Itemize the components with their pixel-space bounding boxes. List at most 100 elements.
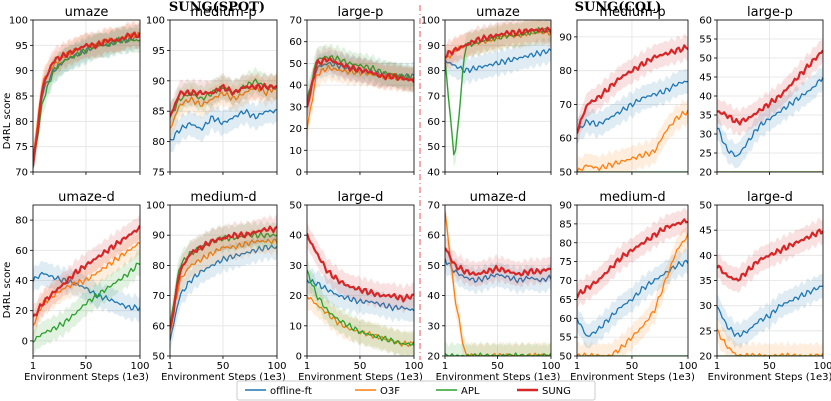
y-tick-label: 85 bbox=[15, 92, 28, 103]
subplot-2: 75 80 85 90 95 100 medium-p bbox=[146, 5, 278, 179]
y-axis-label-top: D4RL score bbox=[2, 93, 13, 150]
series-line-sung bbox=[445, 26, 551, 59]
y-tick-label: 60 bbox=[289, 37, 302, 48]
x-axis-label: Environment Steps (1e3) bbox=[24, 372, 149, 383]
x-tick-label: 100 bbox=[813, 361, 831, 372]
y-tick-label: 20 bbox=[699, 352, 712, 363]
subplot-7: 0 20 40 60 80 1 50 100 umaze-d Environment Steps … bbox=[15, 190, 149, 383]
y-tick-label: 85 bbox=[559, 219, 572, 230]
y-tick-label: 90 bbox=[427, 41, 440, 52]
y-axis-label-bottom: D4RL score bbox=[2, 262, 13, 319]
band-offline-ft bbox=[33, 260, 140, 323]
y-tick-label: 75 bbox=[559, 257, 572, 268]
y-tick-label: 70 bbox=[289, 16, 302, 27]
x-tick-label: 50 bbox=[763, 361, 776, 372]
y-tick-label: 40 bbox=[289, 231, 302, 242]
series-line-o3f bbox=[170, 238, 277, 333]
y-tick-label: 60 bbox=[427, 117, 440, 128]
x-axis-label: Environment Steps (1e3) bbox=[161, 372, 286, 383]
band-offline-ft bbox=[307, 267, 414, 324]
y-tick-label: 20 bbox=[427, 352, 440, 363]
y-tick-label: 60 bbox=[427, 231, 440, 242]
y-tick-label: 90 bbox=[152, 231, 165, 242]
y-tick-label: 80 bbox=[152, 261, 165, 272]
band-offline-ft bbox=[717, 65, 823, 169]
plot-area bbox=[577, 20, 688, 172]
y-tick-label: 80 bbox=[559, 238, 572, 249]
series-line-sung bbox=[170, 82, 277, 117]
plot-area bbox=[307, 205, 414, 356]
y-tick-label: 50 bbox=[289, 201, 302, 212]
band-sung bbox=[577, 33, 688, 146]
legend-label-sung: SUNG bbox=[542, 386, 571, 397]
x-axis-label: Environment Steps (1e3) bbox=[436, 372, 561, 383]
y-tick-label: 50 bbox=[559, 168, 572, 179]
plot-area bbox=[307, 20, 414, 172]
x-tick-label: 1 bbox=[304, 361, 310, 372]
subplot-title: medium-p bbox=[599, 5, 665, 20]
legend-label-o3f: O3F bbox=[380, 386, 400, 397]
subplot-3: 0 10 20 30 40 50 60 70 large-p bbox=[289, 5, 415, 179]
band-sung bbox=[307, 46, 414, 120]
y-tick-label: 70 bbox=[15, 168, 28, 179]
series-line-o3f bbox=[445, 211, 551, 356]
series-line-sung bbox=[717, 49, 823, 126]
y-tick-label: 65 bbox=[559, 295, 572, 306]
band-o3f bbox=[170, 226, 277, 344]
y-tick-label: 25 bbox=[699, 149, 712, 160]
series-line-apl bbox=[33, 262, 140, 343]
y-tick-label: 40 bbox=[289, 81, 302, 92]
y-tick-label: 40 bbox=[427, 168, 440, 179]
y-tick-label: 90 bbox=[152, 76, 165, 87]
series-line-offline-ft bbox=[33, 271, 140, 312]
y-tick-label: 30 bbox=[699, 301, 712, 312]
y-tick-label: 30 bbox=[427, 321, 440, 332]
subplot-title: umaze-d bbox=[470, 190, 527, 205]
x-tick-label: 100 bbox=[678, 361, 697, 372]
y-tick-label: 50 bbox=[427, 261, 440, 272]
y-tick-label: 35 bbox=[699, 111, 712, 122]
subplot-title: large-p bbox=[747, 5, 793, 20]
y-tick-label: 20 bbox=[289, 124, 302, 135]
series-line-sung bbox=[577, 44, 688, 134]
subplot-6: 20 25 30 35 40 45 50 55 60 large-p bbox=[699, 5, 824, 179]
plot-frame bbox=[306, 204, 415, 357]
series-line-offline-ft bbox=[577, 80, 688, 133]
series-line-apl bbox=[33, 36, 140, 168]
series-line-o3f bbox=[307, 296, 414, 348]
y-tick-label: 0 bbox=[22, 336, 28, 347]
subplot-title: medium-d bbox=[190, 190, 256, 205]
y-tick-label: 30 bbox=[699, 130, 712, 141]
subplot-1: 70 75 80 85 90 95 100 umaze bbox=[9, 5, 141, 179]
y-tick-label: 70 bbox=[559, 276, 572, 287]
subplot-title: large-d bbox=[338, 190, 384, 205]
y-tick-label: 80 bbox=[15, 216, 28, 227]
y-tick-label: 80 bbox=[427, 66, 440, 77]
subplot-title: umaze bbox=[65, 5, 109, 20]
y-tick-label: 0 bbox=[296, 352, 302, 363]
x-axis-label: Environment Steps (1e3) bbox=[298, 372, 423, 383]
x-tick-label: 100 bbox=[267, 361, 286, 372]
y-tick-label: 40 bbox=[15, 276, 28, 287]
y-tick-label: 40 bbox=[699, 92, 712, 103]
y-tick-label: 90 bbox=[15, 66, 28, 77]
series-line-o3f bbox=[717, 328, 823, 356]
x-tick-label: 50 bbox=[217, 361, 230, 372]
subplot-title: medium-p bbox=[190, 5, 256, 20]
band-sung bbox=[307, 221, 414, 314]
subplot-title: medium-d bbox=[599, 190, 665, 205]
y-tick-label: 30 bbox=[289, 102, 302, 113]
x-tick-label: 1 bbox=[714, 361, 720, 372]
legend-label-apl: APL bbox=[461, 386, 480, 397]
x-tick-label: 100 bbox=[130, 361, 149, 372]
y-tick-label: 0 bbox=[296, 168, 302, 179]
y-tick-label: 10 bbox=[289, 321, 302, 332]
series-line-sung bbox=[170, 225, 277, 330]
y-tick-label: 100 bbox=[9, 16, 28, 27]
series-line-sung bbox=[33, 224, 140, 318]
y-tick-label: 50 bbox=[289, 59, 302, 70]
y-tick-label: 20 bbox=[699, 168, 712, 179]
series-line-apl bbox=[307, 55, 414, 103]
